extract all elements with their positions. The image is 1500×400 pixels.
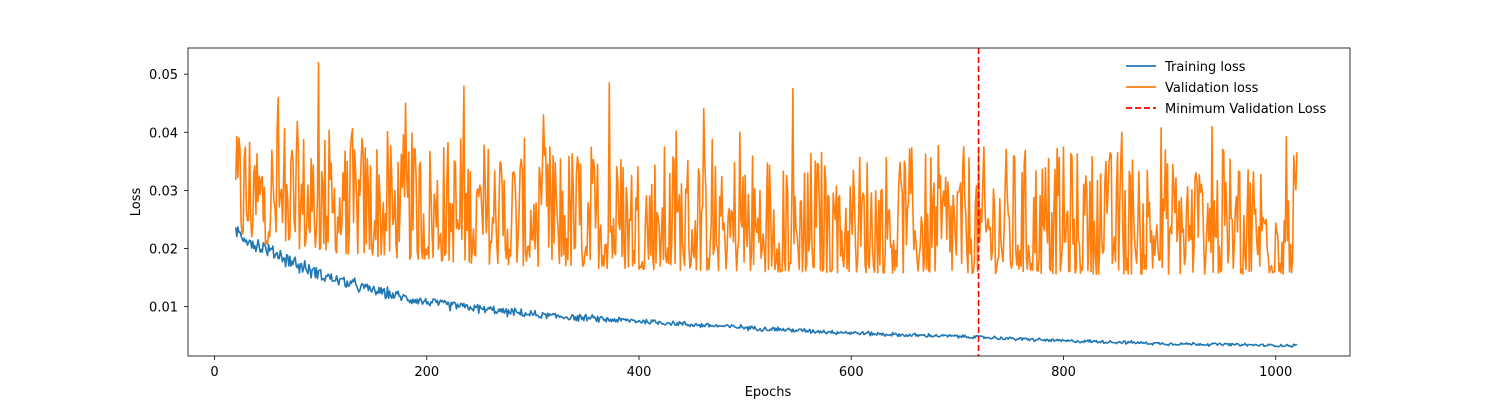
x-tick-label: 0 <box>210 365 218 380</box>
plot-area <box>234 48 1298 356</box>
x-tick-label: 800 <box>1051 365 1076 380</box>
y-tick-label: 0.02 <box>149 242 178 257</box>
legend-label: Validation loss <box>1165 81 1259 96</box>
y-tick-label: 0.05 <box>149 68 178 83</box>
y-axis-label: Loss <box>129 188 144 217</box>
x-tick-label: 600 <box>839 365 864 380</box>
x-axis-label: Epochs <box>745 385 792 400</box>
plot-frame <box>187 47 1351 357</box>
series-training-loss <box>234 226 1298 348</box>
y-tick-label: 0.04 <box>149 126 178 141</box>
y-tick-label: 0.03 <box>149 184 178 199</box>
x-tick-label: 400 <box>627 365 652 380</box>
legend-label: Training loss <box>1164 60 1246 75</box>
legend-item-training-loss: Training loss <box>1126 60 1246 75</box>
x-axis: 0 200 400 600 800 1000 <box>210 356 1292 380</box>
y-axis: 0.01 0.02 0.03 0.04 0.05 <box>149 68 188 316</box>
legend-label: Minimum Validation Loss <box>1165 102 1326 117</box>
legend-item-min-validation-loss: Minimum Validation Loss <box>1126 102 1326 117</box>
legend-item-validation-loss: Validation loss <box>1126 81 1259 96</box>
x-tick-label: 1000 <box>1259 365 1292 380</box>
legend: Training loss Validation loss Minimum Vali… <box>1126 60 1326 117</box>
series-validation-loss <box>234 61 1298 275</box>
x-tick-label: 200 <box>414 365 439 380</box>
y-tick-label: 0.01 <box>149 301 178 316</box>
